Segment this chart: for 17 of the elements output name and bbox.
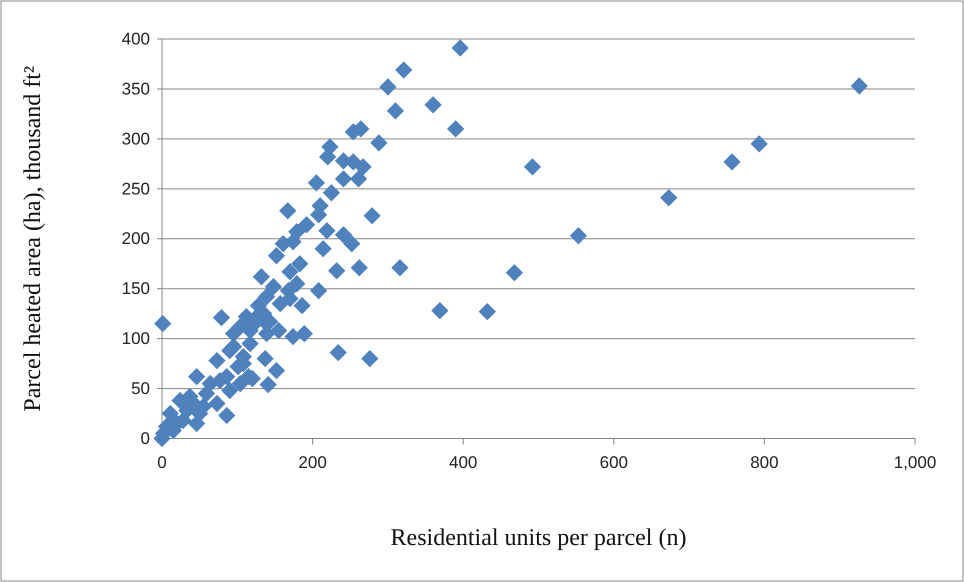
y-tick-label: 150	[122, 279, 150, 298]
x-tick-label: 600	[600, 452, 628, 472]
y-tick-label: 50	[131, 379, 150, 398]
y-tick-label: 100	[122, 329, 150, 348]
x-tick-label: 200	[298, 452, 327, 472]
x-axis-title: Residential units per parcel (n)	[390, 525, 686, 551]
y-tick-label: 200	[122, 229, 150, 248]
y-tick-label: 400	[122, 29, 150, 48]
x-tick-label: 400	[449, 452, 478, 472]
x-tick-label: 1,000	[894, 452, 936, 472]
y-tick-label: 0	[140, 428, 150, 448]
y-tick-label: 250	[122, 179, 150, 198]
x-tick-label: 800	[750, 452, 779, 472]
y-tick-label: 350	[122, 79, 150, 98]
y-tick-label: 300	[122, 129, 150, 148]
x-tick-label: 0	[157, 452, 167, 472]
y-axis-title: Parcel heated area (ha), thousand ft²	[20, 66, 46, 412]
